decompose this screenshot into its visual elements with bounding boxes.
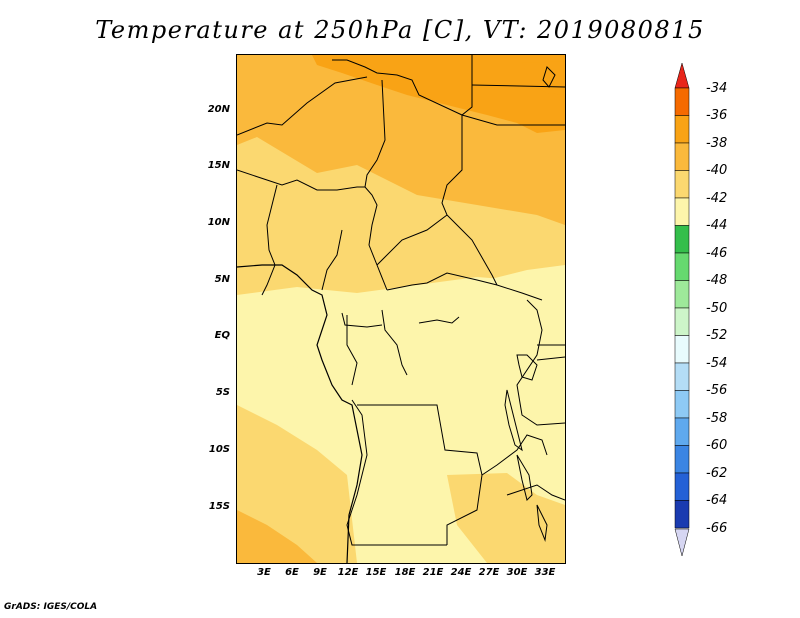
lon-tick-label: 3E — [257, 567, 271, 578]
lon-tick-label: 27E — [478, 567, 500, 578]
country-borders — [237, 55, 565, 546]
lon-tick-label: 24E — [450, 567, 472, 578]
map-panel — [236, 54, 566, 564]
contour-fill-42-44-b — [237, 265, 565, 435]
colorbar-segment — [674, 335, 690, 364]
colorbar-segment — [674, 252, 690, 281]
colorbar-label: -34 — [706, 81, 728, 96]
colorbar-segment — [674, 417, 690, 446]
colorbar-segment — [674, 362, 690, 391]
colorbar-segment — [674, 472, 690, 501]
lat-tick-label: 15S — [208, 501, 230, 512]
colorbar-segments — [674, 87, 690, 529]
contour-fill-38-40-sw — [237, 510, 317, 563]
lon-tick-label: 18E — [394, 567, 416, 578]
temperature-map — [237, 55, 565, 563]
colorbar-segment — [674, 445, 690, 474]
colorbar-label: -46 — [706, 246, 728, 261]
colorbar-label: -36 — [706, 108, 728, 123]
lon-tick-label: 9E — [313, 567, 327, 578]
colorbar-label: -56 — [706, 383, 728, 398]
lon-tick-label: 6E — [285, 567, 299, 578]
colorbar-label: -42 — [706, 191, 728, 206]
colorbar-segment — [674, 87, 690, 116]
lon-tick-label: 12E — [337, 567, 359, 578]
colorbar-segment — [674, 197, 690, 226]
colorbar-label: -54 — [706, 356, 728, 371]
lakes — [418, 66, 556, 542]
colorbar-segment — [674, 500, 690, 529]
grads-credit: GrADS: IGES/COLA — [4, 602, 98, 612]
colorbar-label: -66 — [706, 521, 728, 536]
colorbar-top-triangle — [674, 62, 690, 89]
colorbar-segment — [674, 170, 690, 199]
colorbar-label: -52 — [706, 328, 728, 343]
lon-tick-label: 30E — [506, 567, 528, 578]
colorbar-label: -60 — [706, 438, 728, 453]
colorbar-segment — [674, 307, 690, 336]
colorbar-segment — [674, 280, 690, 309]
colorbar-label: -50 — [706, 301, 728, 316]
colorbar-label: -62 — [706, 466, 728, 481]
lat-tick-label: 15N — [207, 160, 230, 171]
colorbar-label: -44 — [706, 218, 728, 233]
colorbar-segment — [674, 115, 690, 144]
lon-tick-label: 21E — [422, 567, 444, 578]
colorbar-segment — [674, 390, 690, 419]
lon-tick-label: 15E — [365, 567, 387, 578]
lat-tick-label: 5S — [215, 387, 230, 398]
lon-tick-label: 33E — [534, 567, 556, 578]
colorbar-segment — [674, 225, 690, 254]
contour-fill-36-38 — [312, 55, 565, 133]
colorbar-label: -64 — [706, 493, 728, 508]
colorbar-label: -58 — [706, 411, 728, 426]
coastline — [237, 264, 363, 563]
lat-tick-label: 20N — [207, 104, 230, 115]
lat-tick-label: 10N — [207, 217, 230, 228]
colorbar-label: -48 — [706, 273, 728, 288]
contour-fill-40-42-se — [447, 473, 565, 563]
lat-tick-label: 10S — [208, 444, 230, 455]
colorbar-label: -38 — [706, 136, 728, 151]
colorbar-segment — [674, 142, 690, 171]
colorbar-bottom-triangle — [674, 528, 690, 557]
lat-tick-label: EQ — [214, 330, 230, 341]
colorbar-label: -40 — [706, 163, 728, 178]
chart-title: Temperature at 250hPa [C], VT: 201908081… — [95, 16, 705, 44]
lat-tick-label: 5N — [214, 274, 230, 285]
